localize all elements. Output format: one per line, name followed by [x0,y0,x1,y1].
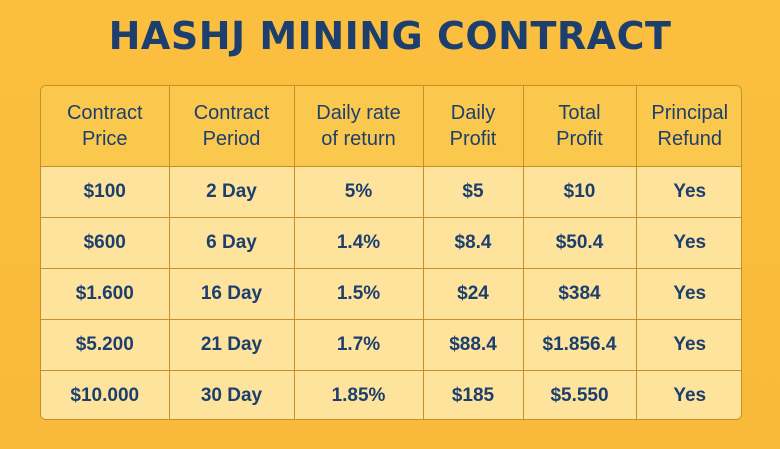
header-line: Daily rate [316,101,401,124]
cell-contract-period: 30 Day [168,369,295,419]
table-row: $10.000 30 Day 1.85% $185 $5.550 Yes [41,369,741,419]
header-total-profit: Total Profit [522,86,637,167]
cell-daily-profit: $8.4 [422,216,524,269]
header-daily-profit: Daily Profit [422,86,524,167]
cell-principal-refund: Yes [635,216,741,269]
table-header-row: Contract Price Contract Period Daily rat… [41,86,741,167]
cell-daily-rate: 5% [293,165,424,218]
header-line: Profit [556,127,603,150]
header-principal-refund: Principal Refund [635,86,741,167]
header-contract-price: Contract Price [41,86,170,167]
cell-daily-profit: $5 [422,165,524,218]
header-line: Period [202,127,261,150]
header-line: Refund [657,127,723,150]
header-line: Price [81,127,128,150]
header-line: of return [321,127,396,150]
cell-total-profit: $384 [522,267,637,320]
page-title: HASHJ MINING CONTRACT [108,14,672,58]
header-line: Profit [449,127,497,150]
contract-table: Contract Price Contract Period Daily rat… [40,85,742,420]
cell-principal-refund: Yes [635,165,741,218]
cell-contract-period: 21 Day [168,318,295,371]
cell-daily-profit: $88.4 [422,318,524,371]
cell-daily-rate: 1.4% [293,216,424,269]
cell-principal-refund: Yes [635,369,741,419]
cell-contract-price: $100 [41,165,170,218]
cell-principal-refund: Yes [635,267,741,320]
table-row: $5.200 21 Day 1.7% $88.4 $1.856.4 Yes [41,318,741,371]
table-row: $600 6 Day 1.4% $8.4 $50.4 Yes [41,216,741,269]
cell-contract-period: 2 Day [168,165,295,218]
header-line: Total [558,101,601,124]
cell-daily-rate: 1.7% [293,318,424,371]
table-row: $1.600 16 Day 1.5% $24 $384 Yes [41,267,741,320]
header-line: Principal [651,101,729,124]
cell-contract-period: 16 Day [168,267,295,320]
cell-total-profit: $10 [522,165,637,218]
cell-daily-rate: 1.85% [293,369,424,419]
cell-total-profit: $5.550 [522,369,637,419]
cell-total-profit: $1.856.4 [522,318,637,371]
cell-contract-price: $600 [41,216,170,269]
cell-daily-profit: $24 [422,267,524,320]
cell-contract-price: $5.200 [41,318,170,371]
header-line: Daily [450,101,496,124]
cell-principal-refund: Yes [635,318,741,371]
header-line: Contract [66,101,143,124]
header-line: Contract [193,101,270,124]
cell-total-profit: $50.4 [522,216,637,269]
cell-contract-price: $1.600 [41,267,170,320]
table-row: $100 2 Day 5% $5 $10 Yes [41,165,741,218]
cell-contract-period: 6 Day [168,216,295,269]
cell-daily-rate: 1.5% [293,267,424,320]
header-daily-rate: Daily rate of return [293,86,424,167]
cell-contract-price: $10.000 [41,369,170,419]
header-contract-period: Contract Period [168,86,295,167]
cell-daily-profit: $185 [422,369,524,419]
